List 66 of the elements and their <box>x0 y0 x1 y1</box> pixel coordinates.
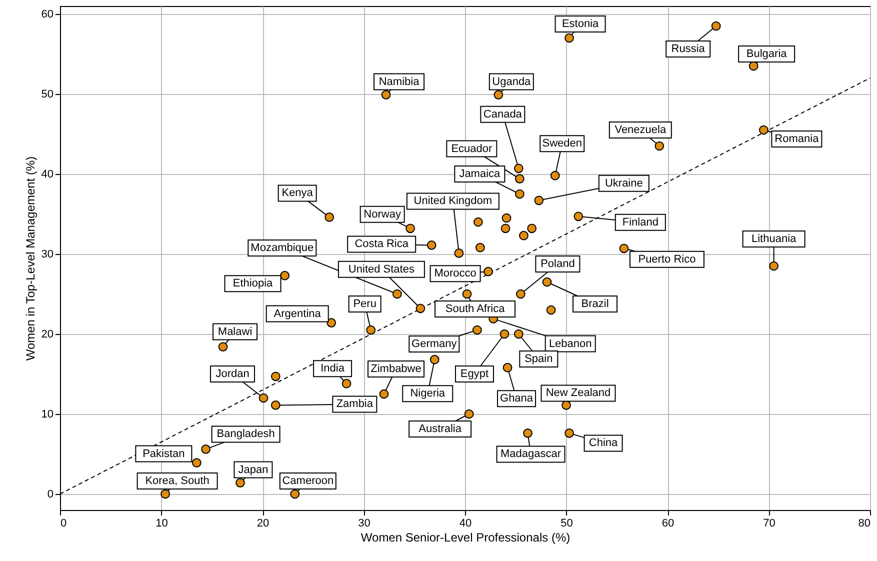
data-label: Malawi <box>218 326 252 338</box>
data-label: Ghana <box>500 392 534 405</box>
data-label: Namibia <box>378 76 420 88</box>
x-tick-label: 50 <box>560 518 573 530</box>
data-label: Ukraine <box>604 177 643 190</box>
x-tick-label: 20 <box>256 518 270 530</box>
x-tick-label: 0 <box>60 518 67 530</box>
data-label: Australia <box>418 423 462 435</box>
data-label: Mozambique <box>250 242 314 254</box>
data-label: Venezuela <box>614 124 667 136</box>
x-tick-label: 60 <box>662 518 674 530</box>
data-label: New Zealand <box>546 387 611 400</box>
data-label: United States <box>348 263 415 276</box>
data-label: China <box>588 437 619 450</box>
data-label: Morocco <box>434 268 476 280</box>
data-label: Korea, South <box>145 475 210 487</box>
data-label: Sweden <box>542 138 582 150</box>
y-tick-label: 50 <box>41 88 54 100</box>
data-label: Jamaica <box>459 168 502 180</box>
data-label: Zambia <box>336 398 374 410</box>
x-tick-label: 10 <box>156 518 168 530</box>
data-label: Russia <box>671 43 706 55</box>
data-label: Madagascar <box>500 448 562 460</box>
data-label: Pakistan <box>142 448 185 460</box>
y-tick-label: 20 <box>41 328 54 340</box>
data-label: Germany <box>412 338 458 350</box>
data-label: Bulgaria <box>746 48 788 60</box>
data-label: Lebanon <box>548 338 592 350</box>
data-label: South Africa <box>445 303 506 315</box>
data-label: Finland <box>622 216 658 228</box>
data-label: Romania <box>774 133 820 145</box>
data-label: United Kingdom <box>414 195 492 208</box>
data-label: Japan <box>238 464 268 476</box>
data-label: Uganda <box>492 76 532 88</box>
data-label: Costa Rica <box>354 238 410 250</box>
data-label: Spain <box>524 353 553 365</box>
data-label: Poland <box>540 258 575 270</box>
data-label: Brazil <box>581 298 609 310</box>
x-axis-title: Women Senior-Level Professionals (%) <box>360 530 570 544</box>
data-label: Bangladesh <box>216 428 275 440</box>
data-label: Ecuador <box>451 142 492 155</box>
y-tick-label: 0 <box>47 488 54 500</box>
data-label: Zimbabwe <box>370 363 422 375</box>
data-label: Jordan <box>216 368 250 380</box>
x-tick-label: 40 <box>459 518 472 530</box>
data-label: Argentina <box>274 308 322 320</box>
x-tick-label: 70 <box>763 518 776 530</box>
data-label: Estonia <box>562 18 600 30</box>
data-label: Peru <box>353 298 376 310</box>
y-tick-label: 30 <box>41 248 54 260</box>
data-label: Nigeria <box>410 388 446 400</box>
data-label: Cameroon <box>282 475 334 487</box>
x-tick-label: 80 <box>858 518 870 530</box>
x-tick-label: 30 <box>358 518 370 530</box>
data-label: Egypt <box>460 368 489 380</box>
data-label: Canada <box>483 108 523 120</box>
data-label: Ethiopia <box>232 278 274 290</box>
data-label: Kenya <box>282 187 314 200</box>
y-tick-label: 60 <box>41 8 54 20</box>
data-label: India <box>320 362 346 375</box>
data-label: Lithuania <box>751 233 798 245</box>
y-tick-label: 40 <box>41 168 54 180</box>
y-tick-label: 10 <box>41 408 54 420</box>
data-label: Puerto Rico <box>638 253 696 266</box>
data-label: Norway <box>364 208 402 220</box>
y-axis-title: Women in Top-Level Management (%) <box>23 156 38 361</box>
